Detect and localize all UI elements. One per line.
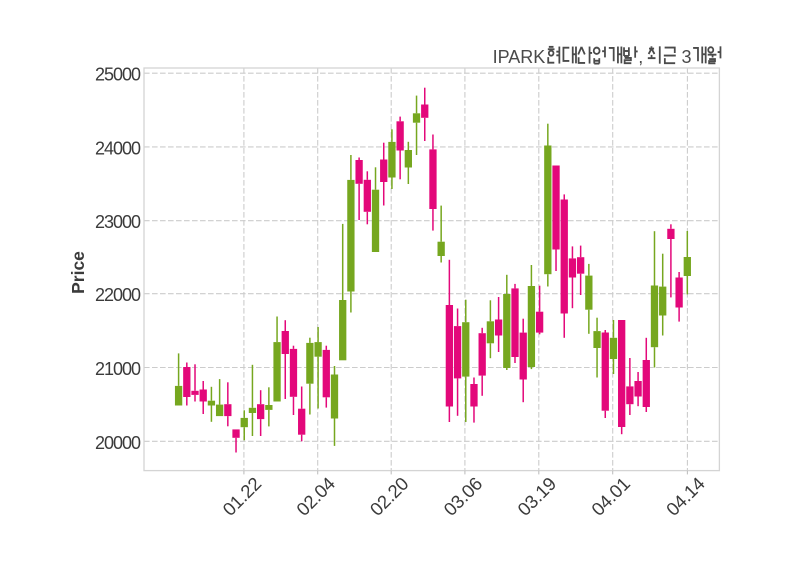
svg-text:22000: 22000	[95, 285, 141, 305]
svg-text:Price: Price	[68, 251, 88, 294]
svg-text:24000: 24000	[95, 138, 141, 158]
svg-text:25000: 25000	[95, 65, 141, 85]
svg-text:23000: 23000	[95, 212, 141, 232]
svg-text:20000: 20000	[95, 433, 141, 453]
svg-text:21000: 21000	[95, 359, 141, 379]
svg-text:IPARK: IPARK	[493, 47, 546, 67]
svg-text:,: ,	[638, 47, 643, 67]
svg-text:3: 3	[682, 47, 692, 67]
